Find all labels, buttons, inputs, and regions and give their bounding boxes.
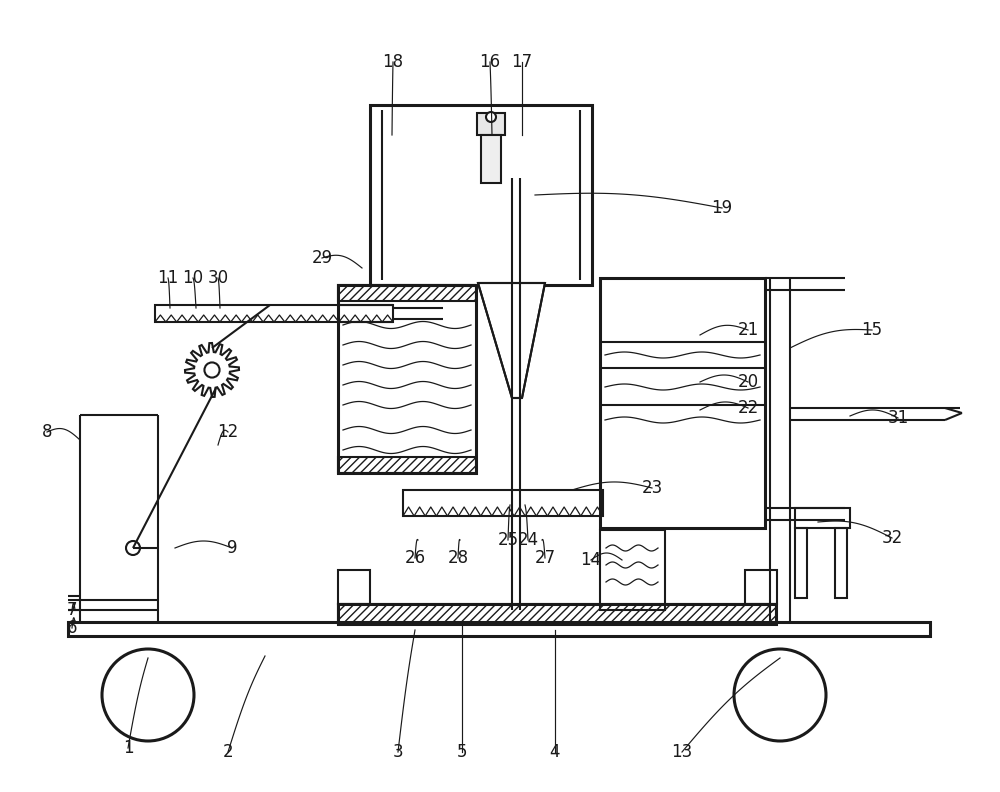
Text: 5: 5 (457, 743, 467, 761)
Bar (338, 604, 776, 624)
Text: 2: 2 (223, 743, 233, 761)
Text: 7: 7 (67, 601, 77, 619)
Bar (835, 528, 847, 598)
Bar (745, 570, 777, 604)
Bar (795, 508, 850, 528)
Bar (795, 528, 807, 598)
Text: 32: 32 (881, 529, 903, 547)
Text: 30: 30 (207, 269, 229, 287)
Bar (338, 457, 476, 473)
Text: 8: 8 (42, 423, 52, 441)
Bar (338, 285, 476, 473)
Text: 21: 21 (737, 321, 759, 339)
Text: 31: 31 (887, 409, 909, 427)
Text: 17: 17 (511, 53, 533, 71)
Circle shape (734, 649, 826, 741)
Text: 12: 12 (217, 423, 239, 441)
Text: 11: 11 (157, 269, 179, 287)
Bar (600, 530, 665, 610)
Text: 15: 15 (861, 321, 883, 339)
Bar (477, 113, 505, 135)
Circle shape (204, 363, 220, 378)
Text: 10: 10 (182, 269, 204, 287)
Text: 25: 25 (497, 531, 519, 549)
Text: 13: 13 (671, 743, 693, 761)
Bar (509, 368, 523, 380)
Bar (370, 105, 592, 285)
Text: 24: 24 (517, 531, 539, 549)
Bar (338, 604, 776, 624)
Circle shape (486, 112, 496, 122)
Bar (338, 570, 370, 604)
Text: 6: 6 (67, 619, 77, 637)
Text: 18: 18 (382, 53, 404, 71)
Text: 27: 27 (534, 549, 556, 567)
Polygon shape (185, 343, 239, 397)
Circle shape (126, 541, 140, 555)
Bar (509, 330, 523, 342)
Circle shape (102, 649, 194, 741)
Polygon shape (478, 283, 545, 398)
Text: 1: 1 (123, 739, 133, 757)
Text: 4: 4 (550, 743, 560, 761)
Bar (338, 285, 476, 301)
Text: 19: 19 (711, 199, 733, 217)
Text: 20: 20 (737, 373, 759, 391)
Text: 22: 22 (737, 399, 759, 417)
Bar (68, 622, 930, 636)
Bar (600, 278, 765, 528)
Text: 28: 28 (447, 549, 469, 567)
Text: 29: 29 (311, 249, 333, 267)
Bar (403, 490, 603, 516)
Text: 23: 23 (641, 479, 663, 497)
Text: 16: 16 (479, 53, 501, 71)
Text: 26: 26 (404, 549, 426, 567)
Text: 14: 14 (580, 551, 602, 569)
Bar (155, 305, 393, 322)
Text: 9: 9 (227, 539, 237, 557)
Bar (481, 135, 501, 183)
Text: 3: 3 (393, 743, 403, 761)
